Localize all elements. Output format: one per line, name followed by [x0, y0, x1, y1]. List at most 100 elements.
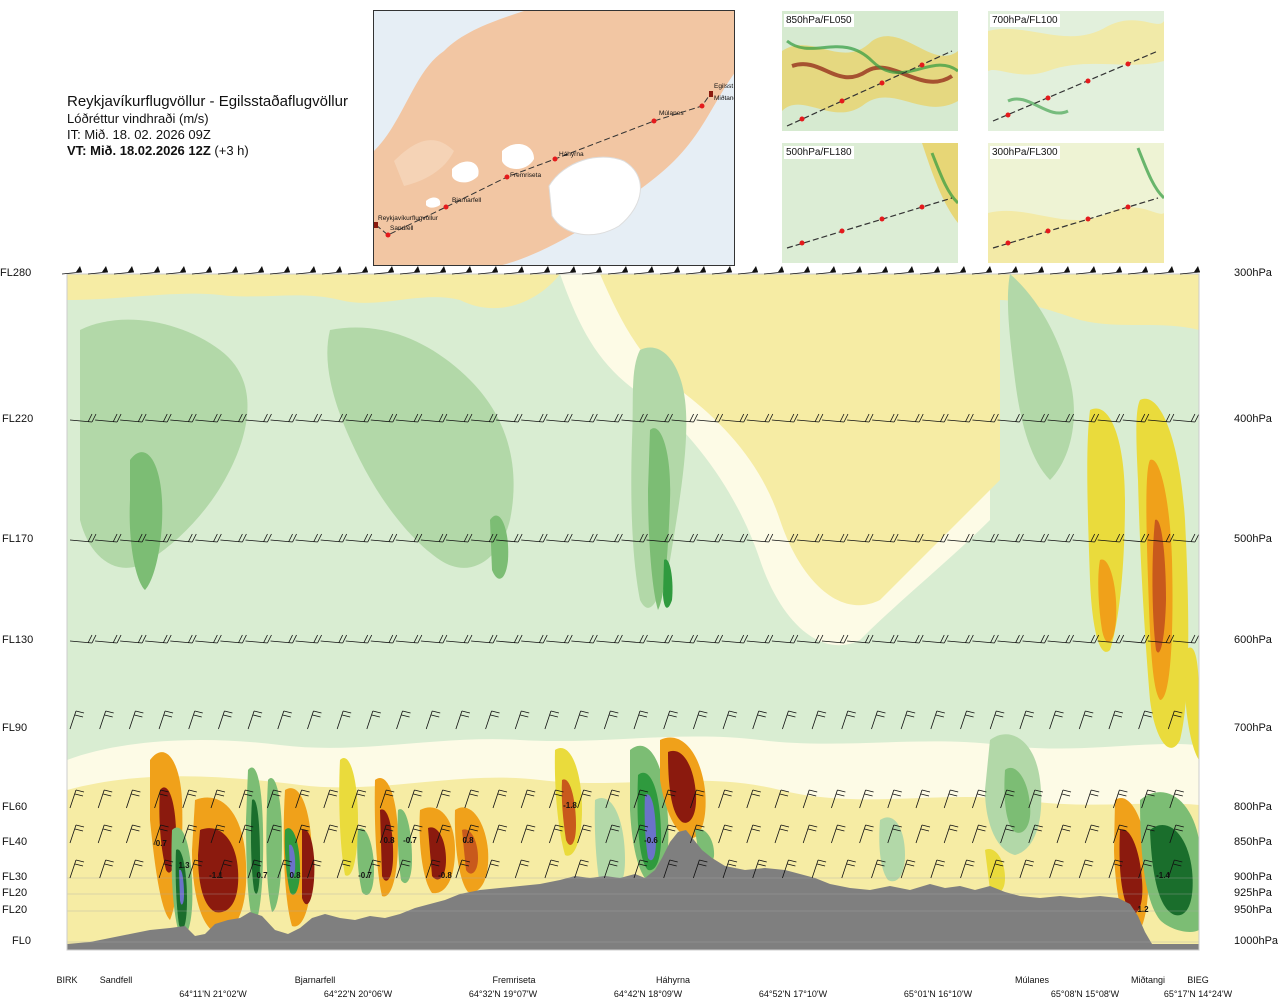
wind-barb	[696, 634, 724, 644]
wind-barb	[555, 266, 577, 275]
field-contour-extreme-up	[644, 794, 656, 861]
wind-barb	[425, 859, 441, 879]
wind-barb	[307, 859, 322, 879]
contour-value-label: 1.3	[178, 861, 190, 870]
wind-barb	[95, 533, 122, 543]
wind-barb	[436, 824, 451, 844]
field-contour-extreme-up	[289, 844, 296, 879]
wind-barb	[379, 789, 395, 809]
wind-barb	[320, 634, 348, 644]
wind-barb	[408, 824, 423, 844]
wind-barb	[195, 413, 222, 423]
wind-barb	[1122, 533, 1150, 543]
wind-barb	[1000, 824, 1015, 844]
wind-barb	[195, 634, 222, 644]
wind-barb	[872, 413, 899, 423]
wind-barb	[220, 634, 247, 644]
wind-barb	[496, 413, 523, 423]
wind-barb	[972, 634, 999, 644]
wind-barb	[997, 634, 1024, 644]
wind-barb	[69, 533, 97, 543]
wind-barb	[1028, 824, 1043, 844]
field-contour-strong-down	[198, 828, 239, 913]
wind-barb	[126, 824, 141, 844]
wind-barb	[396, 859, 411, 879]
wind-barb	[802, 789, 818, 809]
wind-barb	[1169, 824, 1184, 844]
wind-barb	[1108, 859, 1124, 879]
right-level-label: 700hPa	[1234, 722, 1272, 734]
contour-value-label: -1.4	[1156, 871, 1170, 880]
wind-barb	[692, 710, 708, 730]
left-level-label: FL170	[2, 533, 34, 545]
wind-barb	[922, 634, 949, 644]
wind-barb	[238, 789, 254, 809]
wind-barb	[1049, 266, 1071, 275]
wind-barb	[972, 533, 999, 543]
wind-barb	[1047, 413, 1074, 423]
wind-barb	[277, 710, 292, 730]
wind-barb	[267, 789, 282, 809]
wind-barb	[321, 266, 343, 275]
wind-barb	[471, 533, 498, 543]
terrain	[67, 830, 1199, 950]
wind-barb	[811, 859, 827, 879]
contour-value-label: 1.2	[1137, 905, 1149, 914]
wind-barb	[771, 533, 799, 543]
left-level-label: FL20	[2, 887, 28, 899]
wind-barb	[771, 413, 799, 423]
wind-barb	[210, 824, 226, 844]
plot-area	[67, 274, 1199, 950]
wind-barb	[1138, 859, 1153, 879]
wind-barb	[295, 266, 317, 275]
wind-barb	[571, 634, 598, 644]
wind-barb	[277, 859, 292, 879]
wind-barb	[485, 859, 500, 879]
x-place-label: Miðtangi	[1130, 975, 1166, 985]
map-glacier-1	[502, 144, 534, 169]
map-label-hahyrna: Háhyrna	[559, 151, 584, 158]
issue-time: IT: Mið. 18. 02. 2026 09Z	[67, 127, 211, 142]
field-contour-up-1	[80, 319, 248, 568]
wind-barb	[603, 859, 619, 879]
contour-value-label: 0.8	[383, 836, 395, 845]
wind-barb	[247, 859, 263, 879]
wind-barb	[872, 634, 899, 644]
wind-barb	[633, 710, 649, 730]
wind-barb	[671, 533, 698, 543]
field-contour-down-2	[1098, 559, 1117, 643]
wind-barb	[915, 789, 931, 809]
wind-barb	[897, 413, 924, 423]
wind-barb	[997, 413, 1024, 423]
wind-barb	[847, 533, 874, 543]
left-level-label: FL90	[2, 722, 28, 734]
wind-barb	[1097, 413, 1125, 423]
wind-barb	[366, 710, 381, 730]
wind-barb	[897, 533, 924, 543]
field-contour-up-2	[490, 515, 509, 579]
wind-barb	[1147, 634, 1175, 644]
wind-barb	[859, 824, 874, 844]
contour-value-label: -0.7	[358, 871, 372, 880]
wind-barb	[195, 533, 222, 543]
wind-barb	[1179, 266, 1201, 275]
contour-value-label: -1.1	[209, 871, 223, 880]
left-level-label: FL220	[2, 413, 34, 425]
wind-barb	[139, 266, 161, 275]
wind-barb	[165, 266, 187, 275]
wind-barb	[503, 266, 525, 275]
x-coord-label: 65°01'N 16°10'W	[903, 989, 973, 999]
contour-value-label: -1.8	[563, 801, 577, 810]
wind-barb	[379, 824, 395, 844]
wind-barb	[847, 634, 874, 644]
wind-barb	[1000, 789, 1015, 809]
field-contour-up-2	[266, 778, 282, 912]
wind-barb	[945, 266, 967, 275]
plot-frame	[66, 273, 1200, 951]
wind-barb	[455, 710, 470, 730]
wind-barb	[128, 710, 144, 730]
wind-barb	[971, 266, 993, 275]
wind-barb	[1172, 634, 1199, 644]
wind-barb	[247, 710, 263, 730]
wind-barb	[220, 533, 247, 543]
